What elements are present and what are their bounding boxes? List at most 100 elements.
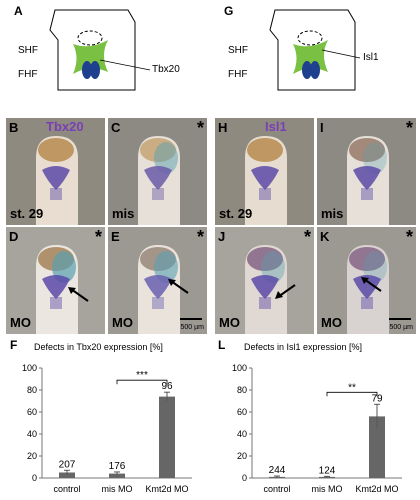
heart-right-g (310, 61, 320, 79)
bar (369, 416, 385, 478)
n-label: 176 (109, 461, 126, 472)
condition-label-j: MO (219, 315, 240, 330)
n-label: 124 (319, 465, 336, 476)
photo-j: J * MO (215, 227, 314, 334)
embryo-image-h (215, 118, 314, 225)
n-label: 79 (371, 393, 383, 404)
chart-l: Defects in Isl1 expression [%] 0 20 40 60 80 1… (232, 342, 402, 494)
n-label: 207 (59, 459, 76, 470)
n-label: 244 (269, 465, 286, 476)
n-label: 96 (161, 381, 173, 392)
photo-i: I * mis (317, 118, 416, 225)
panel-label-f: F (10, 338, 18, 352)
chart-title: Defects in Isl1 expression [%] (244, 342, 362, 352)
condition-label-i: mis (321, 206, 344, 221)
expression-stain-lower (152, 188, 164, 200)
expression-stain-lower (361, 297, 373, 309)
condition-label-e: MO (112, 315, 133, 330)
scale-bar-label: 500 µm (180, 324, 205, 331)
embryo-head (38, 138, 74, 162)
y-tick-label: 0 (32, 473, 37, 483)
photo-d: D * MO (6, 227, 105, 334)
y-tick-label: 80 (27, 385, 37, 395)
y-tick-label: 60 (27, 407, 37, 417)
y-tick-label: 80 (237, 385, 247, 395)
embryo-image-j (215, 227, 314, 334)
teal-stain (363, 251, 387, 283)
embryo-outline-g (269, 9, 356, 91)
asterisk-c: * (196, 118, 204, 138)
chart-title: Defects in Tbx20 expression [%] (34, 342, 163, 352)
y-tick-label: 40 (27, 429, 37, 439)
x-tick-label: control (53, 484, 80, 494)
gene-label-a: Tbx20 (152, 64, 180, 75)
bar (109, 473, 125, 478)
panel-label-k: K (320, 229, 330, 244)
y-tick-label: 60 (237, 407, 247, 417)
teal-stain (154, 142, 178, 174)
scale-bar (389, 318, 411, 320)
gene-name-b: Tbx20 (46, 119, 84, 134)
dashed-region-g (297, 30, 323, 46)
asterisk-k: * (405, 227, 413, 247)
chart-f: Defects in Tbx20 expression [%] 0 20 40 60 80… (22, 342, 192, 494)
heart-right-a (90, 61, 100, 79)
significance-bracket (326, 391, 378, 397)
asterisk-e: * (196, 227, 204, 247)
schematic-a (49, 9, 151, 91)
heart-left-g (302, 61, 312, 79)
embryo-image-d (6, 227, 105, 334)
panel-label-a: A (14, 4, 23, 18)
gene-name-h: Isl1 (265, 119, 287, 134)
schematic-g (269, 9, 361, 91)
significance-bracket (116, 379, 168, 385)
expression-stain (144, 275, 172, 299)
panel-label-i: I (320, 120, 324, 135)
expression-stain-lower (50, 188, 62, 200)
expression-stain-lower (259, 297, 271, 309)
panel-label-d: D (9, 229, 19, 244)
arrow-icon (68, 287, 89, 302)
y-tick-label: 20 (27, 451, 37, 461)
embryo-head (247, 247, 283, 271)
panel-label-e: E (111, 229, 120, 244)
y-tick-label: 20 (237, 451, 247, 461)
embryo-image-e (108, 227, 207, 334)
expression-stain (251, 166, 279, 190)
panel-label-l: L (218, 338, 226, 352)
teal-stain (154, 251, 178, 283)
photo-c: C * mis (108, 118, 207, 225)
asterisk-d: * (94, 227, 102, 247)
condition-label-d: MO (10, 315, 31, 330)
scale-bar (180, 318, 202, 320)
panel-label-b: B (9, 120, 19, 135)
embryo-head (247, 138, 283, 162)
expression-stain (42, 166, 70, 190)
embryo-image-c (108, 118, 207, 225)
significance-label: *** (136, 370, 148, 381)
expression-stain (251, 275, 279, 299)
fhf-label-a: FHF (18, 69, 38, 80)
expression-stain-lower (152, 297, 164, 309)
shf-label-g: SHF (228, 45, 248, 56)
heart-left-a (82, 61, 92, 79)
expression-stain (353, 166, 381, 190)
x-tick-label: Kmt2d MO (145, 484, 188, 494)
x-tick-label: mis MO (312, 484, 343, 494)
expression-stain (42, 275, 70, 299)
y-tick-label: 0 (242, 473, 247, 483)
arrow-icon (361, 277, 382, 292)
teal-stain (261, 251, 285, 283)
expression-stain-lower (361, 188, 373, 200)
condition-label-k: MO (321, 315, 342, 330)
condition-label-c: mis (112, 206, 135, 221)
stage-label-h: st. 29 (219, 206, 253, 221)
asterisk-j: * (303, 227, 311, 247)
embryo-image-i (317, 118, 416, 225)
dashed-region-a (77, 30, 103, 46)
asterisk-i: * (405, 118, 413, 138)
y-tick-label: 100 (232, 363, 247, 373)
scale-bar-label: 500 µm (389, 324, 414, 331)
fhf-label-g: FHF (228, 69, 248, 80)
arrow-icon (168, 279, 189, 294)
